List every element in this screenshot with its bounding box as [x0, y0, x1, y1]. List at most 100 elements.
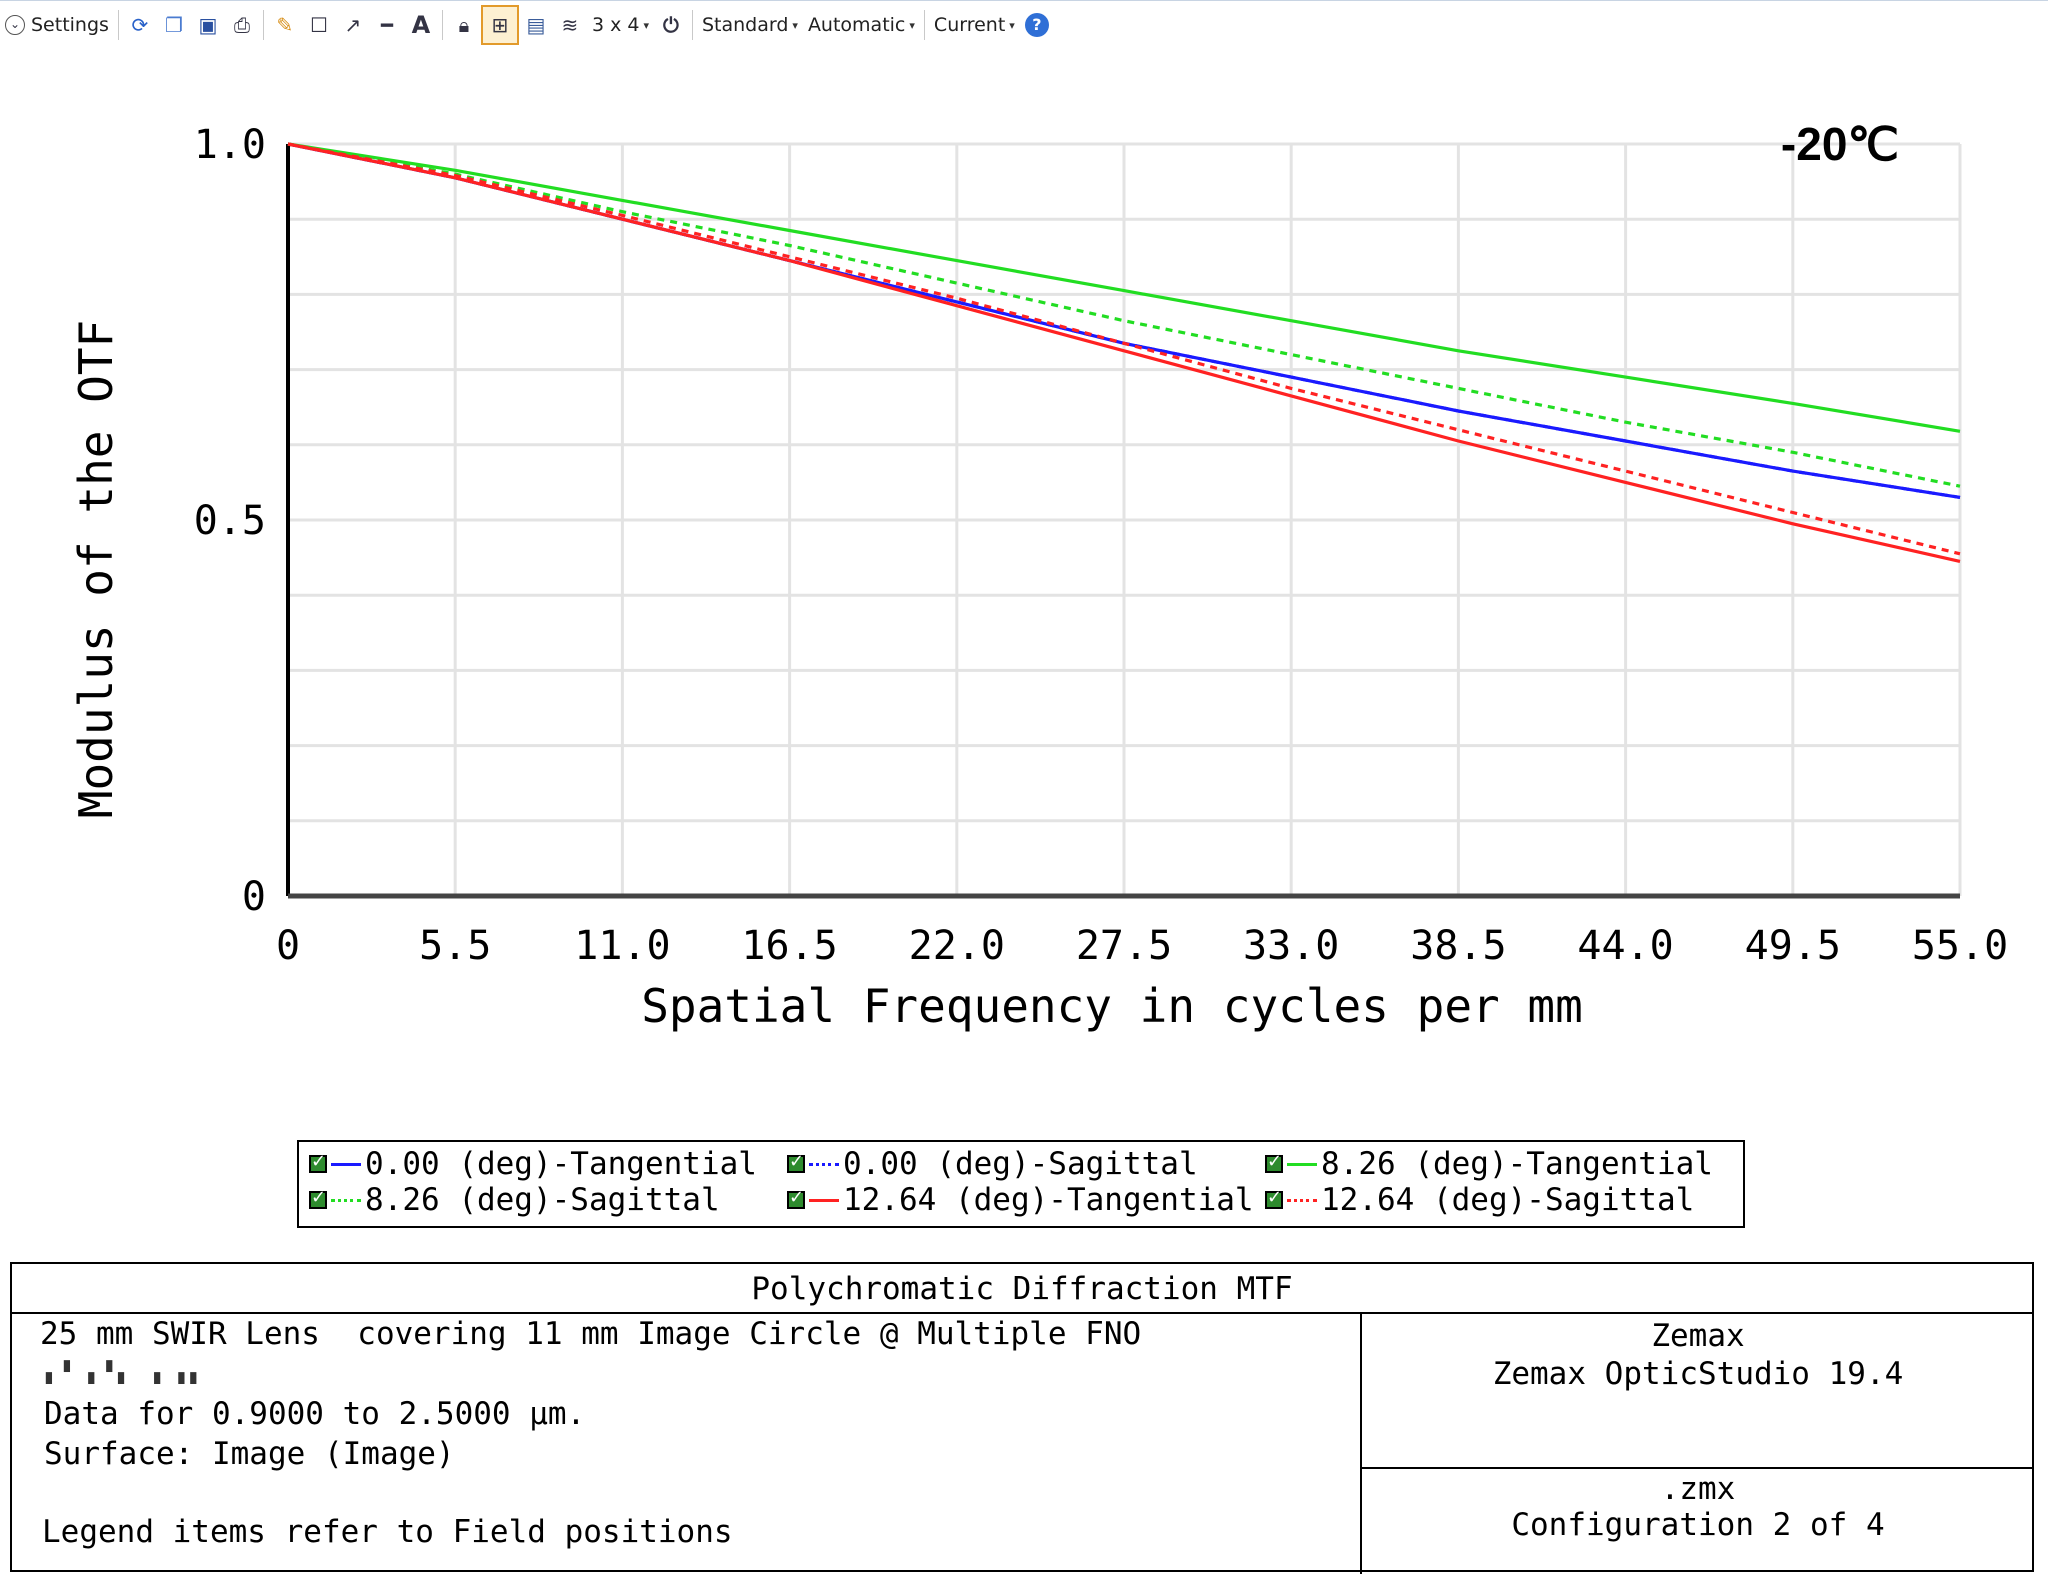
print-button[interactable]: ⎙: [225, 5, 259, 45]
help-button[interactable]: ?: [1020, 5, 1054, 45]
lock-button[interactable]: 🔒︎: [447, 5, 481, 45]
legend-label: 12.64 (deg)-Sagittal: [1321, 1182, 1695, 1218]
legend-swatch: [331, 1198, 361, 1202]
series-line-4: [287, 142, 1961, 563]
legend-label: 0.00 (deg)-Sagittal: [843, 1146, 1198, 1182]
text-button[interactable]: A: [404, 5, 438, 45]
legend-swatch: [809, 1198, 839, 1202]
line-icon: ━: [380, 13, 393, 37]
current-dropdown[interactable]: Current ▾: [933, 14, 1015, 36]
chart-legend: 0.00 (deg)-Tangential 0.00 (deg)-Sagittal…: [297, 1140, 1745, 1228]
y-tick-label: 0.5: [194, 498, 266, 544]
refresh-icon: ⟳: [131, 13, 149, 37]
legend-note: Legend items refer to Field positions: [42, 1514, 733, 1550]
caret-icon: ▾: [792, 18, 798, 32]
arrow-icon: ↗: [344, 13, 362, 37]
company-name: Zemax: [1651, 1318, 1745, 1354]
refresh-button[interactable]: ⟳: [123, 5, 157, 45]
chart-axes: [286, 144, 1960, 899]
x-tick-label: 16.5: [741, 923, 837, 969]
chart-grid: [286, 142, 1962, 898]
rectangle-button[interactable]: ☐: [302, 5, 336, 45]
wavelength-range: Data for 0.9000 to 2.5000 μm.: [44, 1396, 586, 1432]
layers-icon: ≋: [561, 13, 579, 37]
toolbar-divider: [923, 10, 925, 40]
legend-label: 0.00 (deg)-Tangential: [365, 1146, 757, 1182]
temperature-annotation: -20℃: [1781, 118, 1899, 170]
legend-swatch: [1287, 1162, 1317, 1166]
x-tick-label: 5.5: [419, 923, 491, 969]
chevron-down-icon: ⌄: [5, 15, 25, 35]
legend-item[interactable]: 8.26 (deg)-Tangential: [1265, 1146, 1713, 1182]
x-tick-label: 33.0: [1243, 923, 1339, 969]
print-icon: ⎙: [233, 13, 250, 37]
x-tick-label: 11.0: [574, 923, 670, 969]
copy-button[interactable]: ❐: [157, 5, 191, 45]
window-button[interactable]: ▤: [519, 5, 553, 45]
x-tick-label: 0: [276, 923, 300, 969]
chart-series: [287, 142, 1961, 563]
standard-dropdown[interactable]: Standard ▾: [701, 14, 798, 36]
layers-button[interactable]: ≋: [553, 5, 587, 45]
y-tick-label: 1.0: [194, 122, 266, 168]
lens-description: 25 mm SWIR Lens covering 11 mm Image Cir…: [40, 1316, 1142, 1352]
checkbox-icon[interactable]: [1265, 1187, 1283, 1209]
info-table: Polychromatic Diffraction MTF 25 mm SWIR…: [10, 1262, 2034, 1574]
series-line-2: [287, 142, 1961, 433]
caret-icon: ▾: [909, 18, 915, 32]
help-icon: ?: [1024, 13, 1049, 37]
rectangle-icon: ☐: [309, 13, 328, 37]
info-left-panel: 25 mm SWIR Lens covering 11 mm Image Cir…: [12, 1314, 1362, 1574]
save-icon: ▣: [198, 13, 218, 37]
x-tick-label: 27.5: [1076, 923, 1172, 969]
caret-icon: ▾: [643, 18, 649, 32]
legend-item[interactable]: 12.64 (deg)-Tangential: [787, 1182, 1254, 1218]
x-tick-label: 38.5: [1410, 923, 1506, 969]
automatic-dropdown[interactable]: Automatic ▾: [807, 14, 915, 36]
toolbar-divider: [262, 10, 264, 40]
arrow-button[interactable]: ↗: [336, 5, 370, 45]
power-button[interactable]: ⏻: [654, 5, 688, 45]
series-line-3: [287, 142, 1961, 488]
legend-label: 12.64 (deg)-Tangential: [843, 1182, 1254, 1218]
legend-item[interactable]: 0.00 (deg)-Tangential: [309, 1146, 757, 1182]
checkbox-icon[interactable]: [309, 1187, 327, 1209]
legend-swatch: [331, 1162, 361, 1166]
power-icon: ⏻: [663, 13, 679, 37]
legend-item[interactable]: 12.64 (deg)-Sagittal: [1265, 1182, 1694, 1218]
toolbar-divider: [117, 10, 119, 40]
x-tick-label: 22.0: [909, 923, 1005, 969]
layout-toggle-button[interactable]: ⊞: [480, 5, 519, 45]
checkbox-icon[interactable]: [787, 1151, 805, 1173]
software-panel: Zemax Zemax OpticStudio 19.4: [1362, 1314, 2034, 1469]
save-button[interactable]: ▣: [191, 5, 225, 45]
grid-icon: ⊞: [491, 13, 509, 37]
mtf-chart: 0 5.5 11.0 16.5 22.0 27.5 33.0 38.5 44.0 49.5 55.0…: [69, 118, 2008, 1033]
checkbox-icon[interactable]: [787, 1187, 805, 1209]
toolbar: ⌄ Settings ⟳ ❐ ▣ ⎙ ✎ ☐ ↗ ━ A 🔒︎ ⊞ ▤ ≋ 3 …: [0, 0, 2048, 49]
info-title: Polychromatic Diffraction MTF: [12, 1264, 2032, 1314]
checkbox-icon[interactable]: [309, 1151, 327, 1173]
toolbar-divider: [691, 10, 693, 40]
software-version: Zemax OpticStudio 19.4: [1492, 1356, 1904, 1392]
x-tick-label: 55.0: [1912, 923, 2008, 969]
info-right-panel: Zemax Zemax OpticStudio 19.4 .zmx Config…: [1362, 1314, 2034, 1574]
checkbox-icon[interactable]: [1265, 1151, 1283, 1173]
legend-label: 8.26 (deg)-Tangential: [1321, 1146, 1713, 1182]
surface-info: Surface: Image (Image): [44, 1436, 455, 1472]
y-tick-label: 0: [242, 874, 266, 920]
pencil-icon: ✎: [276, 13, 294, 37]
x-tick-label: 44.0: [1577, 923, 1673, 969]
legend-item[interactable]: 0.00 (deg)-Sagittal: [787, 1146, 1198, 1182]
text-icon: A: [411, 11, 431, 39]
settings-button[interactable]: ⌄ Settings: [0, 5, 114, 45]
file-panel: .zmx Configuration 2 of 4: [1362, 1469, 2034, 1574]
x-axis-label: Spatial Frequency in cycles per mm: [641, 979, 1583, 1033]
caret-icon: ▾: [1009, 18, 1015, 32]
legend-swatch: [1287, 1198, 1317, 1202]
pencil-button[interactable]: ✎: [268, 5, 302, 45]
legend-item[interactable]: 8.26 (deg)-Sagittal: [309, 1182, 720, 1218]
layout-dropdown[interactable]: 3 x 4 ▾: [591, 14, 649, 36]
legend-label: 8.26 (deg)-Sagittal: [365, 1182, 720, 1218]
line-button[interactable]: ━: [370, 5, 404, 45]
